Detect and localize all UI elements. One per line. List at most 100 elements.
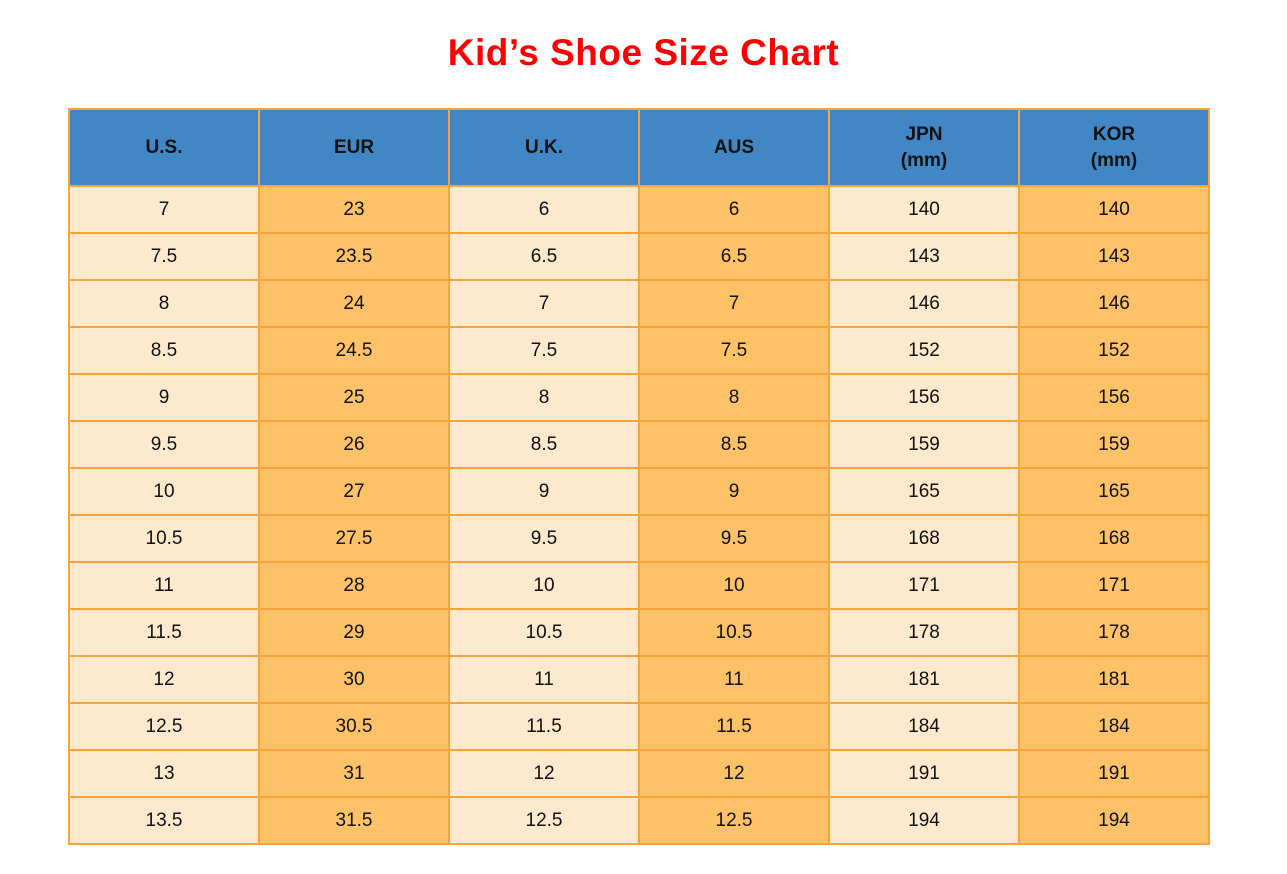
table-cell: 12 xyxy=(448,749,640,798)
table-cell: 24 xyxy=(258,279,450,328)
table-cell: 7.5 xyxy=(68,232,260,281)
table-row: 7.5 23.5 6.5 6.5 143 143 xyxy=(68,232,1210,281)
table-cell: 9.5 xyxy=(448,514,640,563)
table-cell: 7 xyxy=(448,279,640,328)
table-cell: 23.5 xyxy=(258,232,450,281)
table-cell: 159 xyxy=(1018,420,1210,469)
table-cell: 10 xyxy=(638,561,830,610)
table-cell: 12 xyxy=(638,749,830,798)
table-cell: 12.5 xyxy=(638,796,830,845)
table-cell: 191 xyxy=(828,749,1020,798)
table-cell: 10.5 xyxy=(68,514,260,563)
header-label: KOR xyxy=(1092,123,1136,145)
table-cell: 24.5 xyxy=(258,326,450,375)
table-cell: 27.5 xyxy=(258,514,450,563)
table-cell: 9 xyxy=(638,467,830,516)
header-label: EUR xyxy=(333,136,375,158)
table-cell: 8 xyxy=(68,279,260,328)
table-row: 12 30 11 11 181 181 xyxy=(68,655,1210,704)
table-cell: 168 xyxy=(1018,514,1210,563)
table-cell: 165 xyxy=(828,467,1020,516)
table-cell: 9.5 xyxy=(68,420,260,469)
table-cell: 8.5 xyxy=(448,420,640,469)
table-cell: 7.5 xyxy=(638,326,830,375)
header-cell-us: U.S. xyxy=(68,108,260,187)
table-cell: 12.5 xyxy=(68,702,260,751)
header-cell-uk: U.K. xyxy=(448,108,640,187)
header-sublabel: (mm) xyxy=(900,149,948,171)
table-cell: 8.5 xyxy=(68,326,260,375)
table-row: 12.5 30.5 11.5 11.5 184 184 xyxy=(68,702,1210,751)
table-cell: 146 xyxy=(1018,279,1210,328)
table-row: 10.5 27.5 9.5 9.5 168 168 xyxy=(68,514,1210,563)
header-cell-eur: EUR xyxy=(258,108,450,187)
table-cell: 143 xyxy=(1018,232,1210,281)
table-row: 11.5 29 10.5 10.5 178 178 xyxy=(68,608,1210,657)
table-cell: 7 xyxy=(68,185,260,234)
table-cell: 184 xyxy=(1018,702,1210,751)
header-label: JPN xyxy=(905,123,943,145)
table-cell: 181 xyxy=(828,655,1020,704)
table-cell: 26 xyxy=(258,420,450,469)
table-cell: 146 xyxy=(828,279,1020,328)
table-cell: 10.5 xyxy=(638,608,830,657)
table-cell: 8.5 xyxy=(638,420,830,469)
table-cell: 6 xyxy=(448,185,640,234)
header-sublabel: (mm) xyxy=(1090,149,1138,171)
table-cell: 194 xyxy=(1018,796,1210,845)
table-cell: 178 xyxy=(828,608,1020,657)
table-cell: 181 xyxy=(1018,655,1210,704)
table-row: 9 25 8 8 156 156 xyxy=(68,373,1210,422)
table-cell: 8 xyxy=(638,373,830,422)
header-label: AUS xyxy=(713,136,755,158)
table-row: 13.5 31.5 12.5 12.5 194 194 xyxy=(68,796,1210,845)
table-row: 7 23 6 6 140 140 xyxy=(68,185,1210,234)
table-cell: 10 xyxy=(448,561,640,610)
table-cell: 11.5 xyxy=(638,702,830,751)
header-cell-jpn: JPN (mm) xyxy=(828,108,1020,187)
header-cell-aus: AUS xyxy=(638,108,830,187)
table-body: 7 23 6 6 140 140 7.5 23.5 6.5 6.5 143 143 8 24 7 7 146 14… xyxy=(68,185,1210,845)
table-cell: 140 xyxy=(828,185,1020,234)
table-cell: 168 xyxy=(828,514,1020,563)
table-cell: 11 xyxy=(448,655,640,704)
table-cell: 7 xyxy=(638,279,830,328)
table-cell: 7.5 xyxy=(448,326,640,375)
table-cell: 156 xyxy=(828,373,1020,422)
table-cell: 31.5 xyxy=(258,796,450,845)
header-label: U.S. xyxy=(145,136,183,158)
table-cell: 165 xyxy=(1018,467,1210,516)
table-cell: 184 xyxy=(828,702,1020,751)
table-cell: 13 xyxy=(68,749,260,798)
header-cell-kor: KOR (mm) xyxy=(1018,108,1210,187)
table-cell: 23 xyxy=(258,185,450,234)
shoe-size-table: U.S. EUR U.K. AUS JPN (mm) xyxy=(68,108,1210,845)
table-row: 9.5 26 8.5 8.5 159 159 xyxy=(68,420,1210,469)
table-cell: 11.5 xyxy=(68,608,260,657)
table-cell: 9.5 xyxy=(638,514,830,563)
table-cell: 6.5 xyxy=(448,232,640,281)
table-cell: 152 xyxy=(828,326,1020,375)
table-cell: 178 xyxy=(1018,608,1210,657)
header-label: U.K. xyxy=(525,136,563,158)
table-cell: 140 xyxy=(1018,185,1210,234)
table-cell: 25 xyxy=(258,373,450,422)
table-cell: 12 xyxy=(68,655,260,704)
table-cell: 30.5 xyxy=(258,702,450,751)
table-row: 13 31 12 12 191 191 xyxy=(68,749,1210,798)
table-cell: 10 xyxy=(68,467,260,516)
table-row: 11 28 10 10 171 171 xyxy=(68,561,1210,610)
table-cell: 9 xyxy=(68,373,260,422)
table-cell: 191 xyxy=(1018,749,1210,798)
table-cell: 156 xyxy=(1018,373,1210,422)
table-cell: 6.5 xyxy=(638,232,830,281)
table-cell: 11.5 xyxy=(448,702,640,751)
table-cell: 12.5 xyxy=(448,796,640,845)
table-cell: 10.5 xyxy=(448,608,640,657)
table-cell: 29 xyxy=(258,608,450,657)
table-cell: 30 xyxy=(258,655,450,704)
table-header: U.S. EUR U.K. AUS JPN (mm) xyxy=(68,108,1210,187)
table-row: 10 27 9 9 165 165 xyxy=(68,467,1210,516)
table-cell: 11 xyxy=(68,561,260,610)
table-cell: 28 xyxy=(258,561,450,610)
